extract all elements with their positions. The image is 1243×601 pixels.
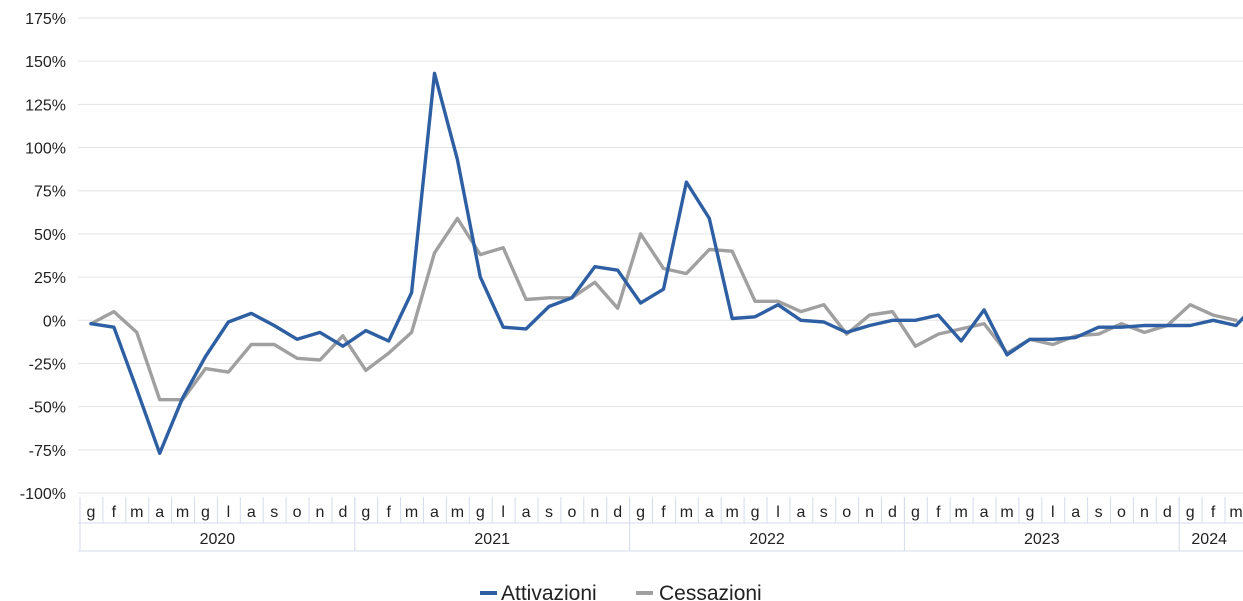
x-tick-month-label: g [476, 504, 485, 521]
x-tick-month-label: g [911, 504, 920, 521]
x-tick-month-label: m [955, 504, 968, 521]
x-tick-month-label: g [636, 504, 645, 521]
x-tick-month-label: a [430, 504, 439, 521]
x-tick-month-label: s [270, 504, 278, 521]
x-tick-year-label: 2021 [474, 531, 510, 548]
x-tick-month-label: a [796, 504, 805, 521]
x-tick-month-label: m [130, 504, 143, 521]
x-tick-month-label: l [1051, 504, 1055, 521]
x-tick-month-label: d [338, 504, 347, 521]
y-tick-label: 125% [25, 97, 66, 114]
x-tick-month-label: s [1095, 504, 1103, 521]
x-tick-month-label: n [1140, 504, 1149, 521]
x-tick-month-label: l [501, 504, 505, 521]
x-tick-month-label: s [820, 504, 828, 521]
x-tick-year-label: 2024 [1191, 531, 1227, 548]
y-tick-label: 150% [25, 54, 66, 71]
x-tick-month-label: f [661, 504, 666, 521]
x-tick-month-label: a [247, 504, 256, 521]
y-axis-tick-labels: 175% 150% 125% 100% 75% 50% 25% 0% -25% -50% -75% -… [20, 11, 66, 503]
x-tick-month-label: g [1186, 504, 1195, 521]
y-tick-label: 175% [25, 11, 66, 28]
x-tick-month-label: g [751, 504, 760, 521]
x-tick-month-label: a [980, 504, 989, 521]
x-tick-month-label: a [522, 504, 531, 521]
x-tick-month-label: a [705, 504, 714, 521]
x-tick-month-label: s [545, 504, 553, 521]
legend-label-attivazioni: Attivazioni [501, 582, 597, 601]
y-tick-label: -100% [20, 486, 66, 503]
x-tick-month-label: d [613, 504, 622, 521]
x-tick-month-label: n [865, 504, 874, 521]
y-tick-label: -75% [29, 443, 66, 460]
x-tick-month-label: m [1229, 504, 1242, 521]
series-line-cessazioni [89, 216, 1238, 402]
x-tick-month-label: n [316, 504, 325, 521]
x-tick-month-label: a [155, 504, 164, 521]
x-tick-month-label: o [1117, 504, 1126, 521]
x-tick-month-label: g [87, 504, 96, 521]
x-tick-month-label: m [405, 504, 418, 521]
x-tick-month-label: d [888, 504, 897, 521]
x-tick-month-label: g [1025, 504, 1034, 521]
y-tick-label: -25% [29, 356, 66, 373]
x-tick-month-label: f [1211, 504, 1216, 521]
x-tick-month-label: d [1163, 504, 1172, 521]
y-tick-label: 100% [25, 141, 66, 158]
y-tick-label: -50% [29, 400, 66, 417]
y-tick-label: 75% [34, 184, 66, 201]
x-tick-month-label: l [776, 504, 780, 521]
x-tick-month-label: o [567, 504, 576, 521]
x-tick-year-label: 2020 [200, 531, 236, 548]
series-layer [89, 71, 1243, 455]
legend-label-cessazioni: Cessazioni [659, 582, 762, 601]
series-line-attivazioni [89, 71, 1243, 455]
x-tick-month-label: o [293, 504, 302, 521]
x-tick-month-label: m [176, 504, 189, 521]
x-tick-month-label: o [842, 504, 851, 521]
x-tick-month-label: g [201, 504, 210, 521]
x-tick-year-label: 2022 [749, 531, 785, 548]
x-tick-month-label: m [1000, 504, 1013, 521]
x-tick-month-label: f [936, 504, 941, 521]
grid-layer [78, 17, 1243, 494]
x-tick-month-label: g [361, 504, 370, 521]
x-tick-month-label: a [1071, 504, 1080, 521]
y-tick-label: 50% [34, 227, 66, 244]
x-tick-month-label: n [590, 504, 599, 521]
x-tick-month-label: f [112, 504, 117, 521]
x-tick-month-label: m [680, 504, 693, 521]
y-tick-label: 0% [43, 313, 66, 330]
x-tick-month-label: f [386, 504, 391, 521]
legend: Attivazioni Cessazioni [480, 582, 762, 601]
x-tick-month-label: m [726, 504, 739, 521]
x-tick-year-label: 2023 [1024, 531, 1060, 548]
x-tick-month-label: l [227, 504, 231, 521]
x-tick-month-label: m [451, 504, 464, 521]
y-tick-label: 25% [34, 270, 66, 287]
